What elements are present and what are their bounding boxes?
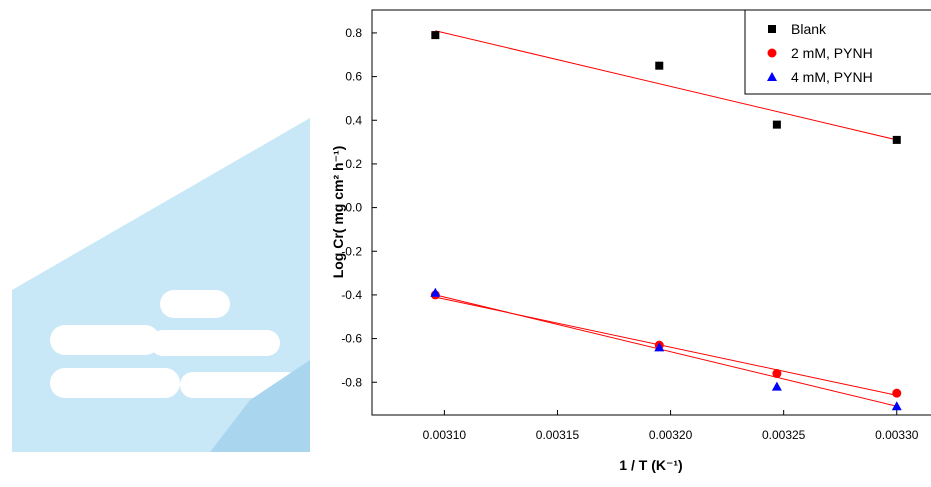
y-tick-label: 0.4: [345, 113, 362, 127]
y-tick-label: -0.8: [341, 375, 362, 389]
y-tick-label: 0.2: [345, 157, 362, 171]
fit-line: [435, 294, 897, 407]
point: [654, 342, 665, 352]
plot-frame: [371, 9, 931, 416]
point: [772, 369, 782, 379]
y-tick-label: 0.6: [345, 70, 362, 84]
y-tick-label: 0.0: [345, 201, 362, 215]
legend-label: Blank: [791, 21, 827, 37]
point: [771, 381, 782, 391]
point: [430, 287, 441, 297]
x-tick-label: 0.00310: [423, 428, 467, 442]
y-tick-label: 0.8: [345, 26, 362, 40]
y-tick-label: -0.4: [341, 288, 362, 302]
legend-marker: [767, 48, 777, 58]
legend-label: 2 mM, PYNH: [791, 45, 873, 61]
point: [431, 31, 440, 40]
point: [655, 61, 664, 70]
point: [891, 401, 902, 411]
x-tick-label: 0.00320: [649, 428, 693, 442]
watermark-logo: [12, 118, 310, 452]
point: [892, 135, 901, 144]
fit-line: [435, 30, 897, 141]
y-axis-title: Log Cr( mg cm² h⁻¹): [330, 146, 346, 279]
legend-label: 4 mM, PYNH: [791, 69, 873, 85]
legend-marker: [767, 72, 777, 81]
x-tick-label: 0.00330: [875, 428, 919, 442]
x-tick-label: 0.00325: [762, 428, 806, 442]
y-tick-label: -0.2: [341, 244, 362, 258]
y-tick-label: -0.6: [341, 332, 362, 346]
point: [892, 388, 902, 398]
point: [772, 120, 781, 129]
x-tick-label: 0.00315: [536, 428, 580, 442]
legend-marker: [768, 25, 776, 33]
x-axis-title: 1 / T (K⁻¹): [619, 457, 682, 473]
